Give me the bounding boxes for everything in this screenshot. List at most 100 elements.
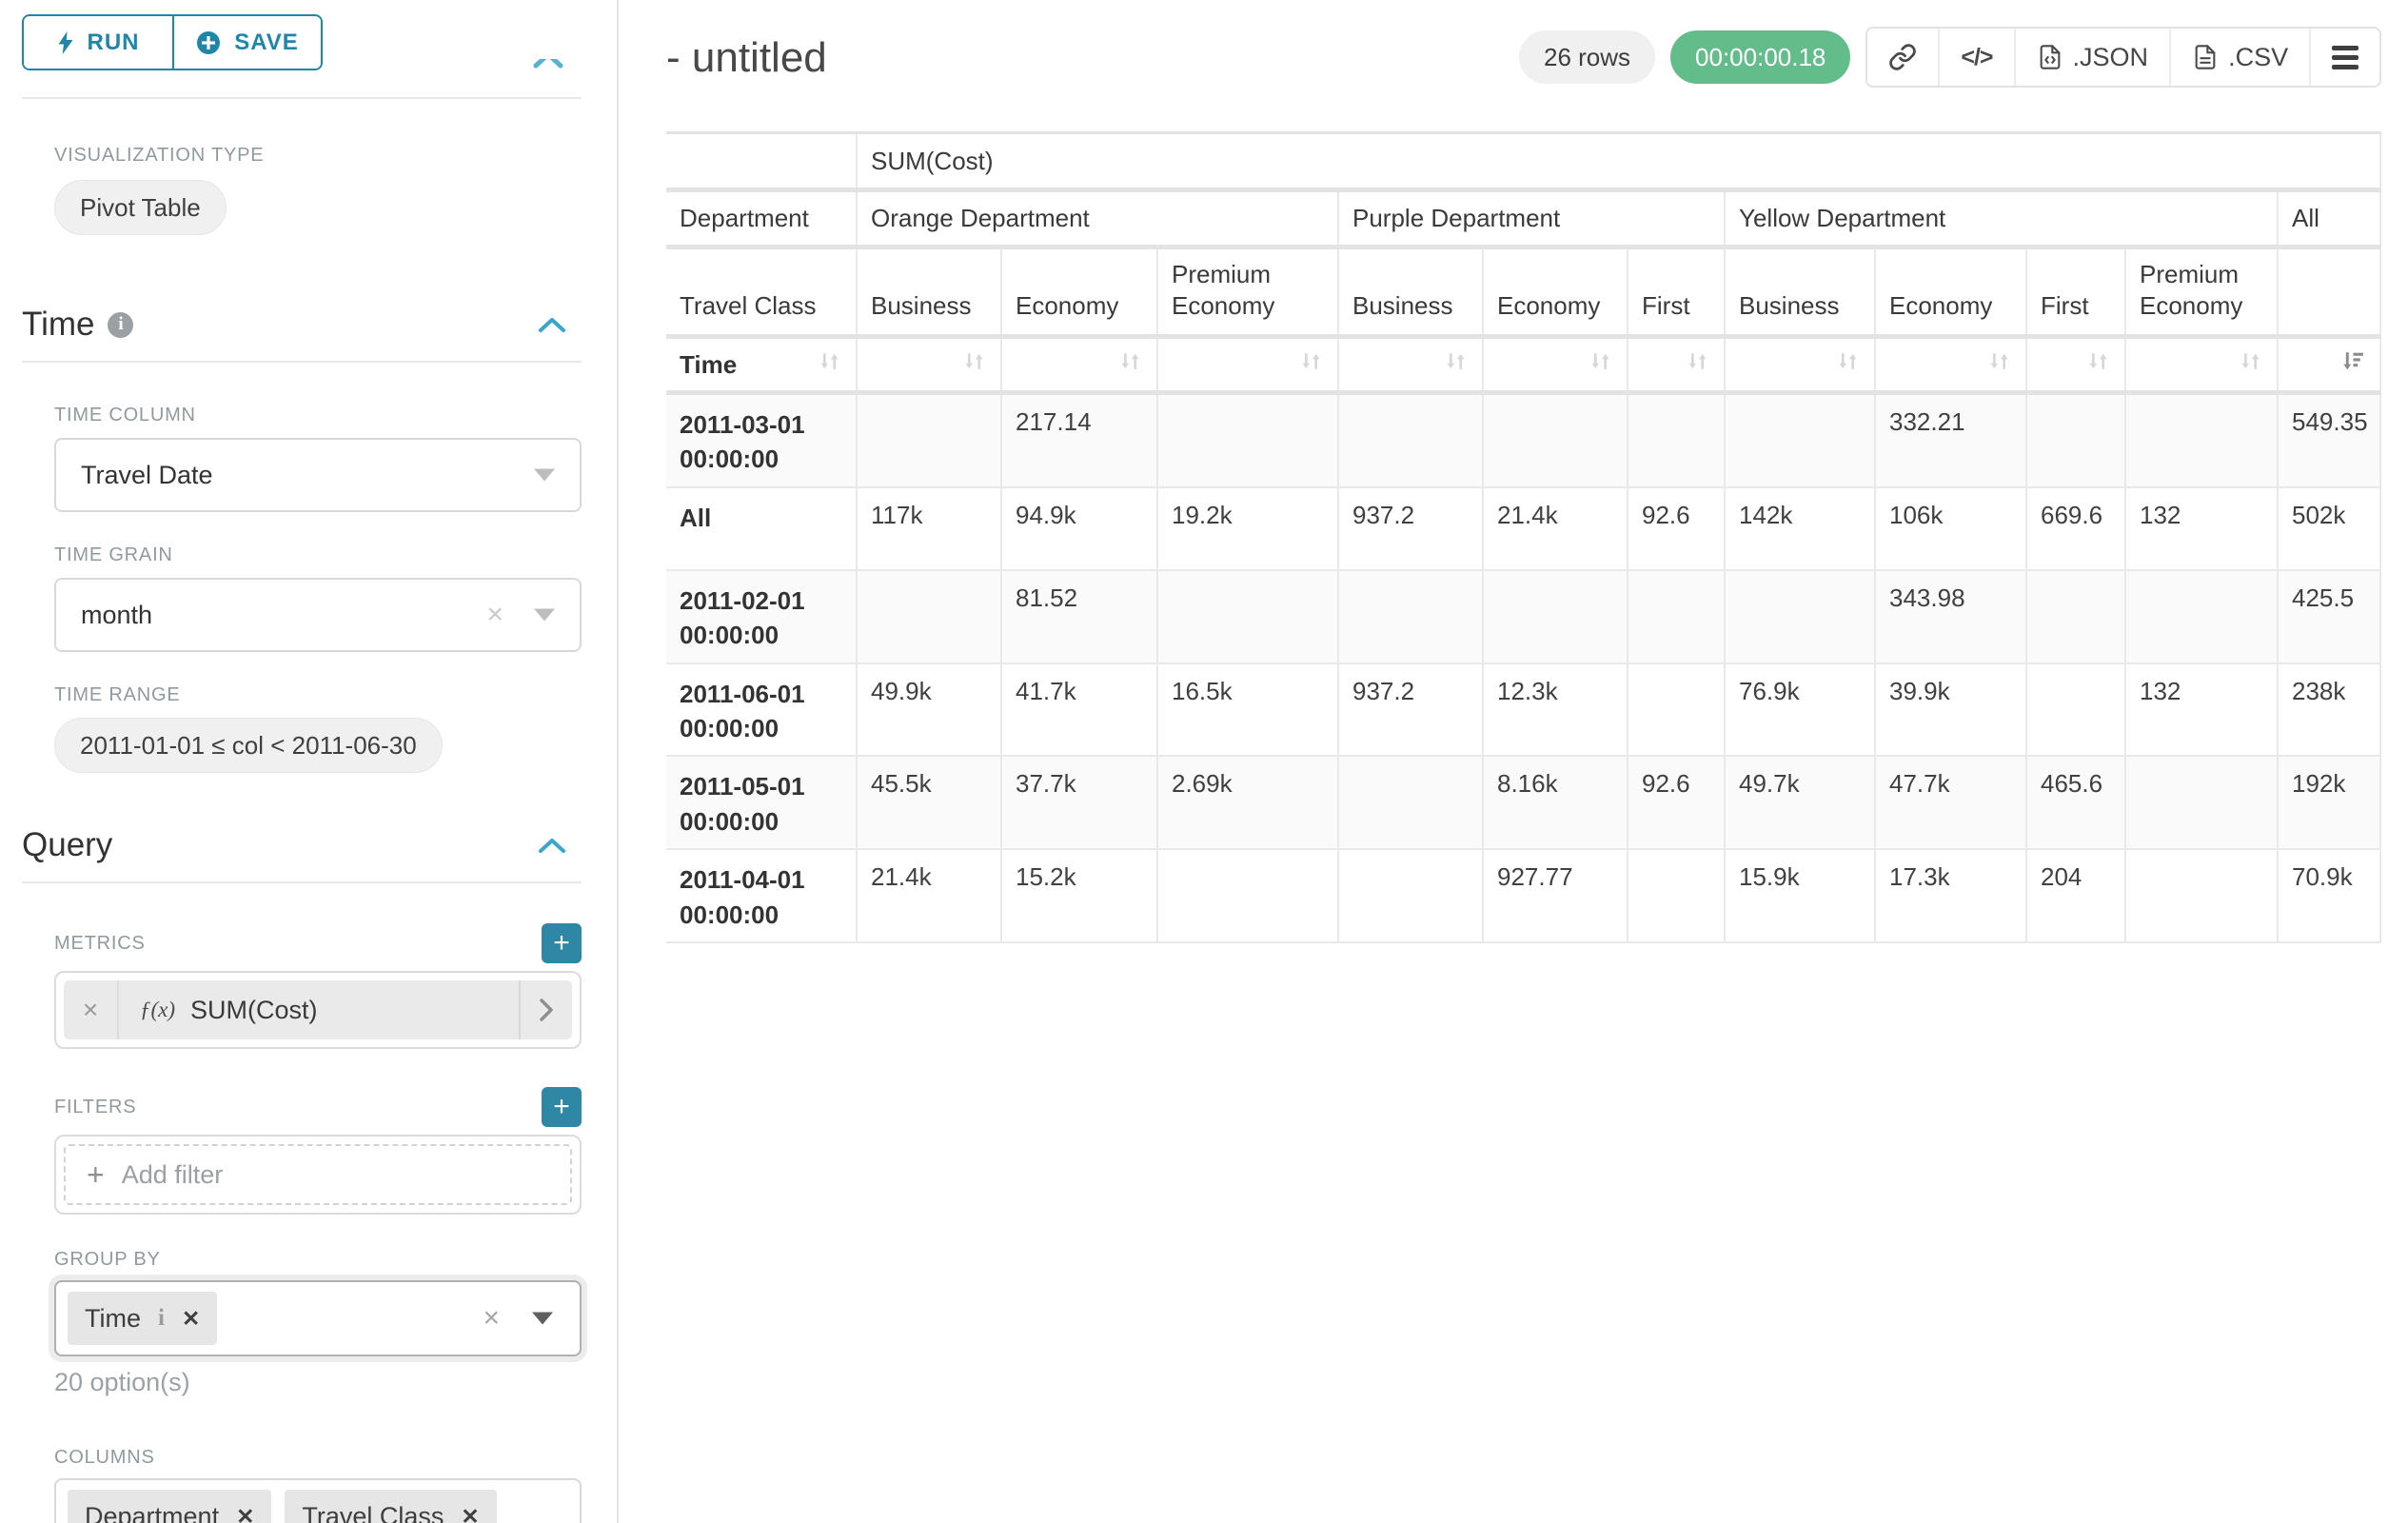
pivot-sort-header[interactable] (856, 335, 1002, 395)
pivot-sort-header[interactable] (2124, 335, 2279, 395)
pivot-cell: 502k (2276, 485, 2382, 571)
pivot-cell (1156, 848, 1339, 943)
export-csv-button[interactable]: .CSV (2169, 29, 2310, 86)
pivot-cell: 92.6 (1627, 485, 1726, 571)
pivot-cell: 465.6 (2025, 755, 2126, 851)
pivot-sort-header[interactable] (1482, 335, 1628, 395)
metric-chip[interactable]: × ƒ(x) SUM(Cost) (64, 980, 572, 1039)
columns-label: COLUMNS (54, 1447, 155, 1468)
add-filter-label: Add filter (121, 1159, 224, 1189)
section-divider (22, 97, 582, 99)
remove-chip-icon[interactable]: ✕ (236, 1503, 255, 1523)
chevron-down-icon[interactable] (534, 608, 555, 622)
pivot-cell: 37.7k (1000, 755, 1158, 851)
export-json-button[interactable]: .JSON (2013, 29, 2170, 86)
embed-code-button[interactable]: </> (1938, 29, 2014, 86)
run-button[interactable]: RUN (24, 16, 172, 69)
pivot-cell (2124, 755, 2279, 851)
run-button-label: RUN (87, 29, 140, 55)
remove-chip-icon[interactable]: ✕ (181, 1305, 201, 1331)
row-count-badge: 26 rows (1518, 30, 1656, 84)
pivot-cell: 45.5k (856, 755, 1002, 851)
pivot-cell (1337, 848, 1484, 943)
pivot-sort-header[interactable] (1000, 335, 1158, 395)
pivot-cell: 19.2k (1156, 485, 1339, 571)
pivot-cell (856, 391, 1002, 488)
filters-label: FILTERS (54, 1096, 137, 1118)
hamburger-icon (2332, 45, 2359, 69)
time-section-title: Time (22, 306, 95, 343)
pivot-sort-header[interactable] (1627, 335, 1726, 395)
pivot-row-header: 2011-06-01 00:00:00 (666, 662, 858, 758)
pivot-table-row: 2011-06-01 00:00:00 49.9k 41.7k 16.5k 937.2 1… (666, 662, 2382, 758)
pivot-sort-header-time[interactable]: Time (666, 335, 858, 395)
metric-chip-body[interactable]: ƒ(x) SUM(Cost) (119, 980, 519, 1039)
more-options-button[interactable] (2309, 29, 2380, 86)
pivot-sort-header[interactable] (1337, 335, 1484, 395)
save-button-label: SAVE (234, 29, 299, 55)
chevron-down-icon[interactable] (532, 1312, 553, 1325)
export-json-label: .JSON (2072, 42, 2149, 71)
pivot-cell (856, 568, 1002, 664)
pivot-col-header: Business (856, 246, 1002, 339)
pivot-cell: 332.21 (1874, 391, 2027, 488)
query-section-collapse-chevron-icon[interactable] (538, 837, 566, 854)
time-grain-label: TIME GRAIN (54, 544, 173, 565)
time-column-value: Travel Date (81, 460, 213, 489)
query-duration-badge: 00:00:00.18 (1670, 30, 1851, 84)
section-divider (22, 361, 582, 363)
visualization-type-value[interactable]: Pivot Table (54, 180, 227, 235)
add-filter-plus-button[interactable]: + (542, 1087, 582, 1127)
chart-container: - untitled 26 rows 00:00:00.18 </> (619, 0, 2408, 1523)
chart-title[interactable]: - untitled (666, 34, 827, 81)
pivot-sort-header[interactable] (1724, 335, 1876, 395)
chevron-down-icon[interactable] (534, 468, 555, 482)
pivot-sort-header[interactable] (1156, 335, 1339, 395)
pivot-cell: 49.9k (856, 662, 1002, 758)
group-by-chip[interactable]: Time i ✕ (68, 1292, 218, 1345)
pivot-cell: 192k (2276, 755, 2382, 851)
time-column-select[interactable]: Travel Date (54, 438, 582, 512)
pivot-col-header: First (2025, 246, 2126, 339)
pivot-cell: 425.5 (2276, 568, 2382, 664)
columns-chip[interactable]: Travel Class ✕ (285, 1490, 497, 1523)
group-by-chips: Time i ✕ (68, 1292, 218, 1345)
add-filter-button[interactable]: + Add filter (64, 1144, 572, 1205)
pivot-table-row: 2011-05-01 00:00:00 45.5k 37.7k 2.69k 8.16k 9… (666, 755, 2382, 851)
pivot-cell (1482, 568, 1628, 664)
group-by-select[interactable]: Time i ✕ × (54, 1280, 582, 1356)
pivot-group-header: Yellow Department (1724, 188, 2279, 249)
link-icon (1888, 43, 1917, 71)
sort-arrows-icon (2085, 348, 2111, 381)
columns-select[interactable]: Department✕Travel Class✕ × (54, 1478, 582, 1523)
expand-metric-chevron-icon[interactable] (519, 980, 572, 1039)
pivot-cell (2025, 662, 2126, 758)
clear-icon[interactable]: × (486, 599, 503, 630)
pivot-cell (1724, 391, 1876, 488)
save-button[interactable]: SAVE (172, 16, 321, 69)
pivot-cell (1337, 568, 1484, 664)
copy-link-button[interactable] (1867, 29, 1939, 86)
pivot-cell: 70.9k (2276, 848, 2382, 943)
pivot-sort-header[interactable] (2276, 335, 2382, 395)
pivot-cell (1627, 568, 1726, 664)
columns-chip-label: Department (85, 1501, 220, 1523)
time-range-value[interactable]: 2011-01-01 ≤ col < 2011-06-30 (54, 718, 443, 773)
pivot-row-header: 2011-03-01 00:00:00 (666, 391, 858, 488)
pivot-cell (1156, 568, 1339, 664)
sort-arrows-icon (1685, 348, 1710, 381)
add-metric-button[interactable]: + (542, 923, 582, 963)
chevron-up-icon[interactable] (532, 59, 564, 70)
remove-chip-icon[interactable]: ✕ (461, 1503, 480, 1523)
time-grain-select[interactable]: month × (54, 578, 582, 652)
control-panel-sidebar: Chart Type RUN SAVE VISUALIZATION TYPE P… (0, 0, 619, 1523)
clear-icon[interactable]: × (483, 1302, 500, 1334)
pivot-sort-header[interactable] (2025, 335, 2126, 395)
pivot-sort-header[interactable] (1874, 335, 2027, 395)
pivot-row-header: All (666, 485, 858, 571)
columns-chip[interactable]: Department ✕ (68, 1490, 272, 1523)
time-section-collapse-chevron-icon[interactable] (538, 316, 566, 333)
remove-metric-icon[interactable]: × (64, 980, 119, 1039)
pivot-cell: 2.69k (1156, 755, 1339, 851)
pivot-cell: 217.14 (1000, 391, 1158, 488)
